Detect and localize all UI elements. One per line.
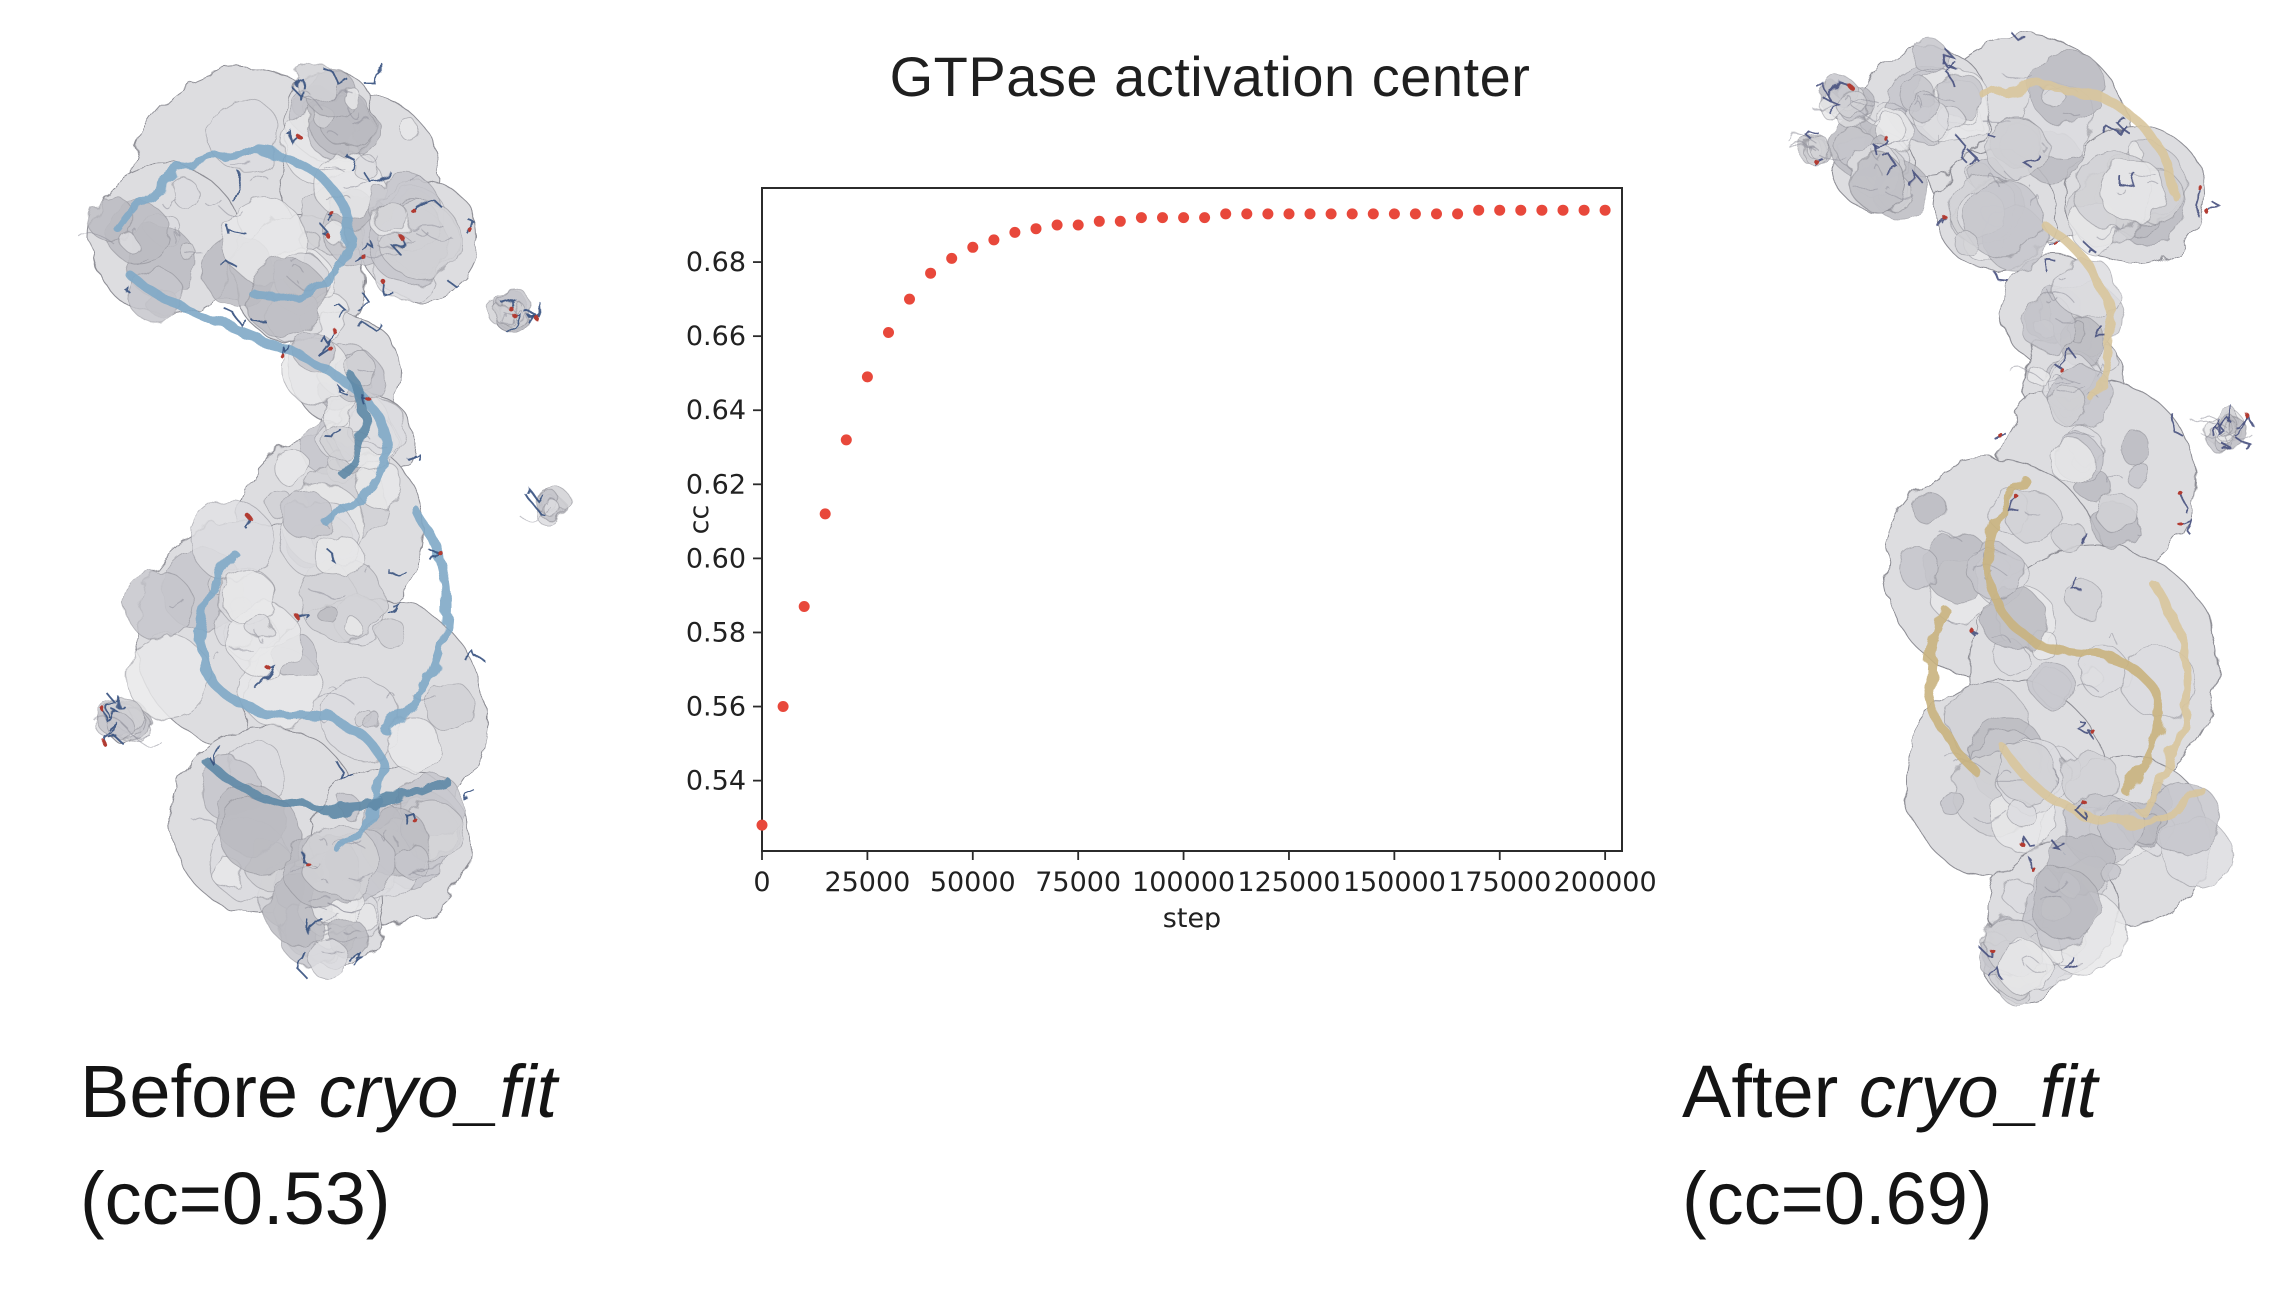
before-caption: Before cryo_fit (cc=0.53) — [80, 1038, 557, 1253]
cc-plot: 0 25000 50000 75000 100000 125000 150000 175000… — [680, 140, 1740, 934]
x-tick-label: 75000 — [1035, 867, 1121, 898]
after-caption: After cryo_fit (cc=0.69) — [1682, 1038, 2097, 1253]
before-caption-line1: Before cryo_fit — [80, 1038, 557, 1145]
x-tick-label: 175000 — [1448, 867, 1551, 898]
x-tick-label: 150000 — [1343, 867, 1446, 898]
after-caption-program: cryo_fit — [1858, 1050, 2098, 1133]
before-structure-image — [81, 63, 568, 980]
y-tick-label: 0.64 — [686, 395, 746, 426]
after-caption-line1: After cryo_fit — [1682, 1038, 2097, 1145]
after-caption-prefix: After — [1682, 1050, 1859, 1133]
x-axis-title: step — [1163, 903, 1221, 930]
before-caption-cc: (cc=0.53) — [80, 1157, 391, 1241]
y-tick-label: 0.54 — [686, 766, 746, 797]
y-tick-label: 0.66 — [686, 321, 746, 352]
before-caption-program: cryo_fit — [318, 1050, 558, 1133]
x-axis: 0 25000 50000 75000 100000 125000 150000 175000… — [753, 851, 1657, 898]
density-map-blob — [1786, 29, 2256, 1005]
chart-title: GTPase activation center — [889, 45, 1531, 108]
x-tick-label: 125000 — [1237, 867, 1340, 898]
y-tick-label: 0.68 — [686, 247, 746, 278]
x-tick-label: 0 — [753, 867, 770, 898]
plot-frame — [761, 187, 1623, 852]
before-caption-prefix: Before — [80, 1050, 319, 1133]
x-tick-label: 100000 — [1132, 867, 1235, 898]
y-tick-label: 0.60 — [686, 543, 746, 574]
y-tick-label: 0.62 — [686, 469, 746, 500]
scatter-points — [756, 204, 1611, 831]
after-structure-image — [1786, 29, 2256, 1005]
x-tick-label: 200000 — [1554, 867, 1657, 898]
density-map-blob — [81, 63, 568, 980]
y-tick-label: 0.58 — [686, 617, 746, 648]
y-axis: 0.54 0.56 0.58 0.60 0.62 0.64 0.66 0.68 — [686, 247, 762, 797]
cc-vs-step-chart: 0 25000 50000 75000 100000 125000 150000 175000… — [684, 187, 1657, 934]
x-tick-label: 25000 — [824, 867, 910, 898]
y-tick-label: 0.56 — [686, 692, 746, 723]
after-caption-cc: (cc=0.69) — [1682, 1157, 1993, 1241]
y-axis-title: cc — [684, 505, 715, 535]
x-tick-label: 50000 — [930, 867, 1016, 898]
